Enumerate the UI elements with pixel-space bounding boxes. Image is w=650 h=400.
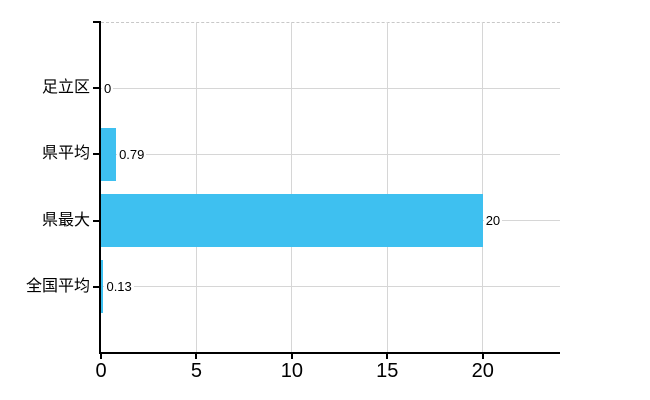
bar	[101, 194, 483, 248]
category-label: 足立区	[41, 79, 90, 97]
y-tick-mark	[93, 219, 100, 222]
category-label: 県平均	[41, 145, 90, 163]
v-gridline	[482, 22, 484, 353]
bar	[101, 127, 117, 181]
x-tick-label: 5	[190, 360, 202, 382]
h-gridline	[101, 153, 560, 155]
x-tick-mark	[481, 353, 484, 359]
y-tick-mark	[93, 285, 100, 288]
y-axis-top-tick	[93, 21, 101, 23]
bar-value-label: 0.79	[117, 146, 147, 162]
h-gridline	[101, 286, 560, 288]
y-tick-mark	[93, 153, 100, 156]
plot-top-border	[101, 22, 560, 23]
x-tick-label: 15	[376, 360, 399, 382]
category-label: 全国平均	[25, 277, 90, 295]
bar-value-label: 0	[102, 80, 114, 96]
bar	[101, 260, 104, 314]
x-tick-label: 20	[471, 360, 494, 382]
v-gridline	[195, 22, 197, 353]
x-axis-line	[99, 352, 560, 354]
x-tick-mark	[100, 353, 102, 359]
x-tick-mark	[386, 353, 389, 359]
h-gridline	[101, 87, 560, 89]
x-tick-mark	[195, 353, 198, 359]
y-tick-mark	[93, 87, 100, 90]
bar-value-label: 0.13	[104, 279, 134, 295]
x-tick-mark	[290, 353, 293, 359]
x-tick-label: 0	[95, 360, 107, 382]
y-axis-line	[99, 22, 101, 354]
x-tick-label: 10	[280, 360, 303, 382]
v-gridline	[291, 22, 293, 353]
bar-value-label: 20	[483, 213, 503, 229]
v-gridline	[386, 22, 388, 353]
category-label: 県最大	[41, 211, 90, 229]
